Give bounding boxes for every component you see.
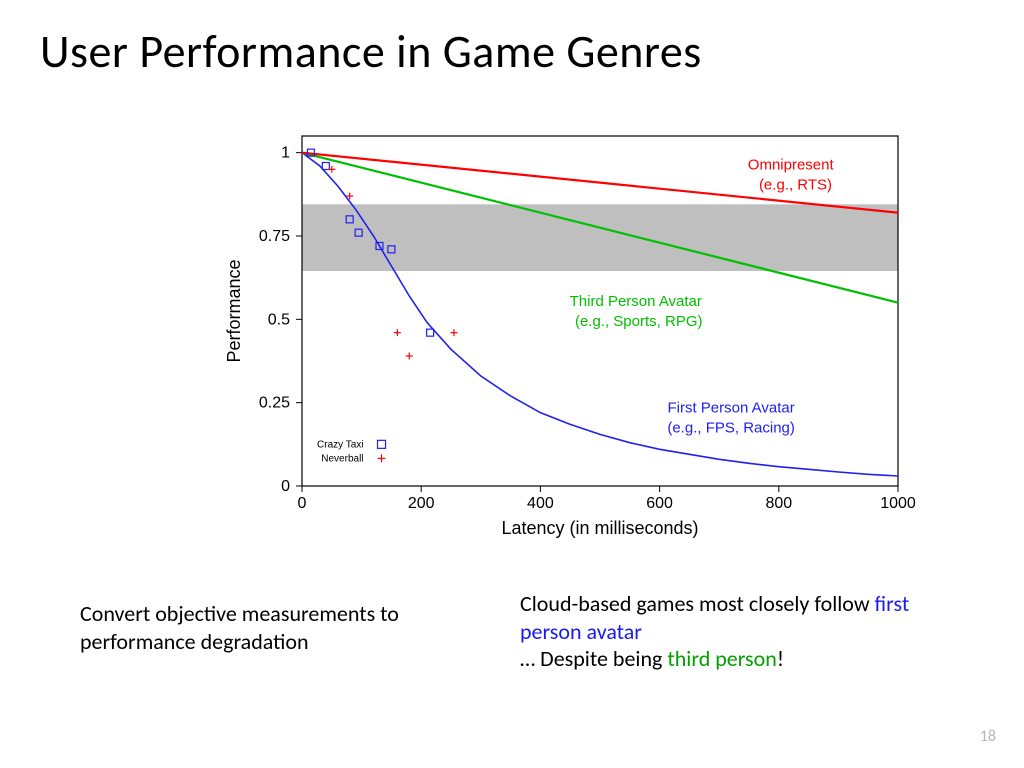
svg-text:0: 0 — [281, 478, 290, 495]
svg-text:0.25: 0.25 — [259, 395, 290, 412]
svg-text:Crazy Taxi: Crazy Taxi — [317, 439, 364, 450]
svg-text:Performance: Performance — [224, 259, 244, 362]
caption-right: Cloud-based games most closely follow fi… — [520, 590, 940, 673]
caption-right-2c: ! — [777, 645, 784, 672]
svg-text:(e.g., RTS): (e.g., RTS) — [759, 176, 832, 193]
svg-text:0.75: 0.75 — [259, 228, 290, 245]
performance-chart: 0 200 400 600 800 1000 0 0.25 0.5 0.75 1 Latency (i… — [210, 120, 930, 550]
caption-right-1a: Cloud-based games most closely follow — [520, 590, 875, 617]
svg-text:Latency (in milliseconds): Latency (in milliseconds) — [501, 518, 698, 538]
svg-text:0.5: 0.5 — [268, 311, 290, 328]
caption-left: Convert objective measurements to perfor… — [80, 600, 460, 655]
caption-right-2a: … Despite being — [520, 645, 667, 672]
svg-text:800: 800 — [765, 495, 792, 512]
page-number: 18 — [980, 727, 996, 746]
svg-text:1: 1 — [281, 145, 290, 162]
svg-text:0: 0 — [298, 495, 307, 512]
svg-text:Neverball: Neverball — [321, 453, 363, 464]
svg-text:First Person Avatar: First Person Avatar — [667, 400, 794, 417]
caption-right-2b: third person — [667, 645, 776, 672]
svg-text:(e.g., FPS, Racing): (e.g., FPS, Racing) — [667, 420, 795, 437]
svg-text:200: 200 — [408, 495, 435, 512]
slide-title: User Performance in Game Genres — [40, 24, 702, 80]
svg-text:600: 600 — [646, 495, 673, 512]
svg-text:Omnipresent: Omnipresent — [748, 156, 835, 173]
svg-text:(e.g., Sports, RPG): (e.g., Sports, RPG) — [575, 313, 703, 330]
svg-text:Third Person Avatar: Third Person Avatar — [570, 293, 702, 310]
svg-text:1000: 1000 — [880, 495, 916, 512]
svg-text:400: 400 — [527, 495, 554, 512]
